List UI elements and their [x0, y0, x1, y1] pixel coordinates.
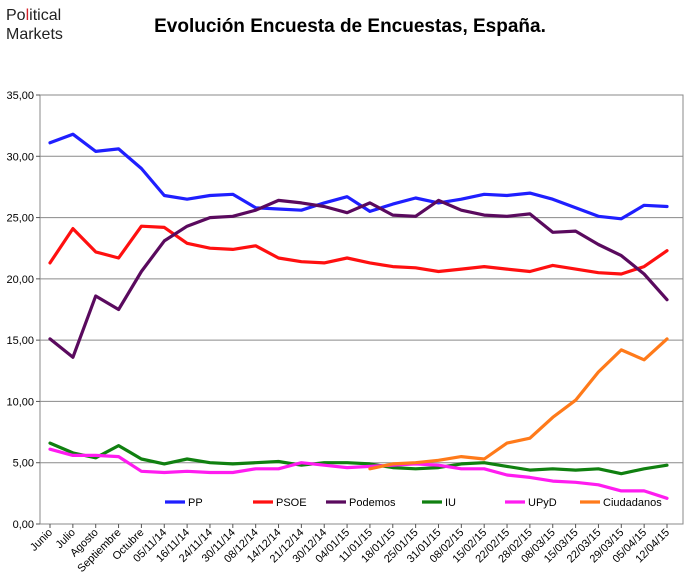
- y-tick-label: 5,00: [13, 458, 34, 470]
- logo-line1-accent: l: [25, 7, 30, 24]
- x-axis: JunioJulioAgostoSeptiembreOctubre05/11/1…: [28, 524, 672, 575]
- legend-label: PP: [188, 497, 203, 509]
- y-tick-label: 15,00: [6, 335, 34, 347]
- grid-lines: [39, 94, 684, 525]
- series-line-podemos: [48, 198, 669, 359]
- series-line-iu: [48, 441, 669, 476]
- legend-label: UPyD: [528, 497, 557, 509]
- y-tick-label: 20,00: [6, 274, 34, 286]
- series-line-pp: [48, 132, 669, 221]
- series-line-ciudadanos: [368, 337, 669, 471]
- legend-label: Podemos: [349, 497, 396, 509]
- legend-label: Ciudadanos: [603, 497, 662, 509]
- y-tick-label: 30,00: [6, 151, 34, 163]
- y-tick-label: 25,00: [6, 213, 34, 225]
- logo-line1-pre: Po: [6, 7, 26, 24]
- logo-line1-post: itical: [29, 7, 62, 24]
- chart-title: Evolución Encuesta de Encuestas, España.: [154, 16, 546, 37]
- logo-line1: Political: [6, 6, 63, 25]
- legend-item-iu: IU: [422, 497, 456, 509]
- series-lines: [48, 132, 669, 500]
- political-markets-logo: Political Markets: [6, 6, 63, 44]
- legend-label: IU: [445, 497, 456, 509]
- legend-item-ciudadanos: Ciudadanos: [580, 497, 662, 509]
- series-line-psoe: [48, 224, 669, 276]
- legend: PP PSOE Podemos IU UPyD Ciudadanos: [165, 497, 662, 509]
- y-axis: 0,00 5,00 10,00 15,00 20,00 25,00 30,00 35,00: [6, 90, 40, 531]
- logo-line2: Markets: [6, 26, 63, 43]
- legend-item-upyd: UPyD: [505, 497, 557, 509]
- legend-label: PSOE: [276, 497, 307, 509]
- series-line-upyd: [48, 447, 669, 500]
- legend-item-podemos: Podemos: [326, 497, 396, 509]
- legend-item-pp: PP: [165, 497, 203, 509]
- plot-area: [39, 94, 684, 525]
- y-tick-label: 10,00: [6, 396, 34, 408]
- y-tick-label: 35,00: [6, 90, 34, 102]
- legend-item-psoe: PSOE: [253, 497, 307, 509]
- y-tick-label: 0,00: [13, 519, 34, 531]
